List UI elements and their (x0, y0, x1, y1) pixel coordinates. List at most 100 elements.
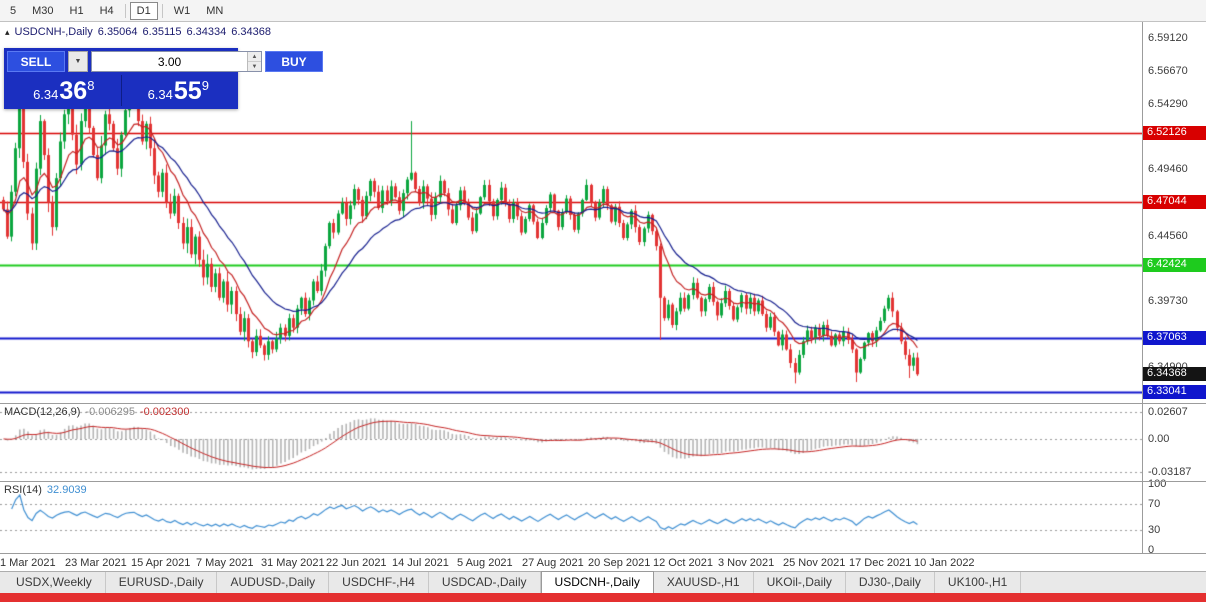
toolbar-separator (161, 3, 163, 18)
tab-usdx-weekly[interactable]: USDX,Weekly (3, 572, 106, 593)
macd-axis-tick: 0.02607 (1148, 406, 1188, 419)
chart-shift-marker-icon: ▴ (5, 27, 10, 37)
price-level-label: 6.42424 (1143, 257, 1206, 272)
sell-price-base: 6.34 (33, 87, 59, 102)
price-axis[interactable]: 6.591206.566706.542906.518406.494606.445… (1142, 22, 1206, 403)
price-axis-tick: 6.56670 (1148, 65, 1188, 78)
date-axis-label: 20 Sep 2021 (588, 557, 651, 569)
date-axis-label: 12 Oct 2021 (653, 557, 713, 569)
price-level-label: 6.52126 (1143, 125, 1206, 140)
timeframe-toolbar: 5 M30 H1 H4 D1 W1 MN (0, 0, 1206, 22)
timeframe-button-m5[interactable]: 5 (3, 2, 23, 20)
date-axis-label: 7 May 2021 (196, 557, 254, 569)
sell-price-display[interactable]: 6.34 36 8 (7, 75, 122, 106)
price-level-label: 6.47044 (1143, 195, 1206, 210)
rsi-title: RSI(14) (4, 484, 42, 496)
timeframe-button-h4[interactable]: H4 (93, 2, 121, 20)
rsi-axis-tick: 100 (1148, 478, 1167, 490)
ohlc-info-line: ▴ USDCNH-,Daily 6.35064 6.35115 6.34334 6.343… (5, 26, 276, 38)
date-axis-label: 1 Mar 2021 (0, 557, 56, 569)
rsi-label: RSI(14) 32.9039 (4, 484, 92, 496)
timeframe-button-w1[interactable]: W1 (167, 2, 198, 20)
macd-panel: MACD(12,26,9) -0.006295 -0.002300 (0, 403, 1142, 481)
price-axis-tick: 6.39730 (1148, 295, 1188, 308)
rsi-panel: RSI(14) 32.9039 (0, 481, 1142, 553)
volume-box: ▲ ▼ (91, 51, 262, 72)
timeframe-button-mn[interactable]: MN (199, 2, 230, 20)
date-axis-label: 17 Dec 2021 (849, 557, 912, 569)
tab-ukoil-daily[interactable]: UKOil-,Daily (754, 572, 846, 593)
rsi-axis-tick: 0 (1148, 544, 1155, 556)
volume-spinner: ▲ ▼ (247, 52, 261, 71)
buy-price-point: 9 (201, 78, 209, 93)
panel-divider[interactable] (0, 481, 1206, 482)
price-axis-tick: 6.54290 (1148, 97, 1188, 110)
sell-price-point: 8 (87, 78, 95, 93)
macd-value-signal: -0.002300 (139, 406, 190, 418)
rsi-value: 32.9039 (46, 484, 87, 496)
ohlc-close: 6.34368 (231, 26, 272, 38)
buy-button[interactable]: BUY (265, 51, 323, 72)
tab-xauusd-h1[interactable]: XAUUSD-,H1 (654, 572, 754, 593)
tab-eurusd-daily[interactable]: EURUSD-,Daily (106, 572, 218, 593)
volume-input[interactable] (92, 52, 247, 71)
macd-axis-tick: 0.00 (1148, 432, 1170, 445)
date-axis-label: 25 Nov 2021 (783, 557, 846, 569)
price-axis-tick: 6.49460 (1148, 163, 1188, 176)
date-axis-label: 10 Jan 2022 (914, 557, 975, 569)
macd-axis-tick: -0.03187 (1148, 465, 1192, 478)
timeframe-button-m30[interactable]: M30 (25, 2, 60, 20)
rsi-chart-canvas[interactable] (0, 481, 1142, 553)
macd-chart-canvas[interactable] (0, 403, 1142, 481)
ohlc-symbol: USDCNH-,Daily (14, 26, 93, 38)
main-chart-panel: ▴ USDCNH-,Daily 6.35064 6.35115 6.34334 6.343… (0, 22, 1142, 403)
ohlc-high: 6.35115 (142, 26, 182, 38)
buy-price-pips: 55 (173, 77, 202, 105)
timeframe-button-h1[interactable]: H1 (63, 2, 91, 20)
panel-divider[interactable] (0, 403, 1206, 404)
toolbar-separator (124, 3, 126, 18)
tab-usdcnh-daily[interactable]: USDCNH-,Daily (540, 571, 654, 594)
date-axis-label: 22 Jun 2021 (326, 557, 387, 569)
sell-button[interactable]: SELL (7, 51, 65, 72)
tab-usdchf-h4[interactable]: USDCHF-,H4 (329, 572, 429, 593)
date-axis-label: 31 May 2021 (261, 557, 325, 569)
order-type-dropdown[interactable]: ▼ (68, 51, 88, 72)
date-axis-label: 14 Jul 2021 (392, 557, 449, 569)
date-axis-label: 23 Mar 2021 (65, 557, 127, 569)
macd-axis: 0.02607 0.00 -0.03187 (1142, 403, 1206, 481)
tab-uk100-h1[interactable]: UK100-,H1 (935, 572, 1022, 593)
one-click-trading-panel: SELL ▼ ▲ ▼ BUY 6.34 36 8 6.3 (4, 48, 323, 109)
date-axis-label: 5 Aug 2021 (457, 557, 513, 569)
tab-dj30-daily[interactable]: DJ30-,Daily (846, 572, 935, 593)
volume-decrease-button[interactable]: ▼ (248, 62, 261, 71)
price-level-label: 6.33041 (1143, 385, 1206, 400)
date-axis-label: 3 Nov 2021 (718, 557, 775, 569)
chevron-down-icon: ▼ (74, 58, 82, 65)
macd-title: MACD(12,26,9) (4, 406, 81, 418)
date-axis[interactable]: 1 Mar 2021 23 Mar 2021 15 Apr 2021 7 May 20… (0, 553, 1206, 571)
macd-value-main: -0.006295 (85, 406, 135, 418)
panel-divider (0, 553, 1206, 554)
buy-price-base: 6.34 (147, 87, 173, 102)
price-axis-tick: 6.44560 (1148, 229, 1188, 242)
volume-increase-button[interactable]: ▲ (248, 52, 261, 62)
date-axis-label: 15 Apr 2021 (131, 557, 191, 569)
status-strip-red (0, 593, 1206, 602)
rsi-axis: 100 70 30 0 (1142, 478, 1206, 556)
tab-audusd-daily[interactable]: AUDUSD-,Daily (217, 572, 330, 593)
rsi-axis-tick: 30 (1148, 524, 1161, 537)
buy-price-display[interactable]: 6.34 55 9 (122, 75, 236, 106)
chart-tabs-bar: USDX,Weekly EURUSD-,Daily AUDUSD-,Daily … (0, 571, 1206, 594)
current-price-label: 6.34368 (1143, 367, 1206, 382)
macd-label: MACD(12,26,9) -0.006295 -0.002300 (4, 406, 195, 418)
price-axis-tick: 6.59120 (1148, 31, 1188, 44)
date-axis-label: 27 Aug 2021 (522, 557, 584, 569)
tab-usdcad-daily[interactable]: USDCAD-,Daily (429, 572, 541, 593)
timeframe-button-d1[interactable]: D1 (129, 1, 158, 20)
sell-price-pips: 36 (59, 77, 88, 105)
price-level-label: 6.37063 (1143, 330, 1206, 345)
ohlc-open: 6.35064 (97, 26, 138, 38)
rsi-axis-tick: 70 (1148, 497, 1161, 510)
